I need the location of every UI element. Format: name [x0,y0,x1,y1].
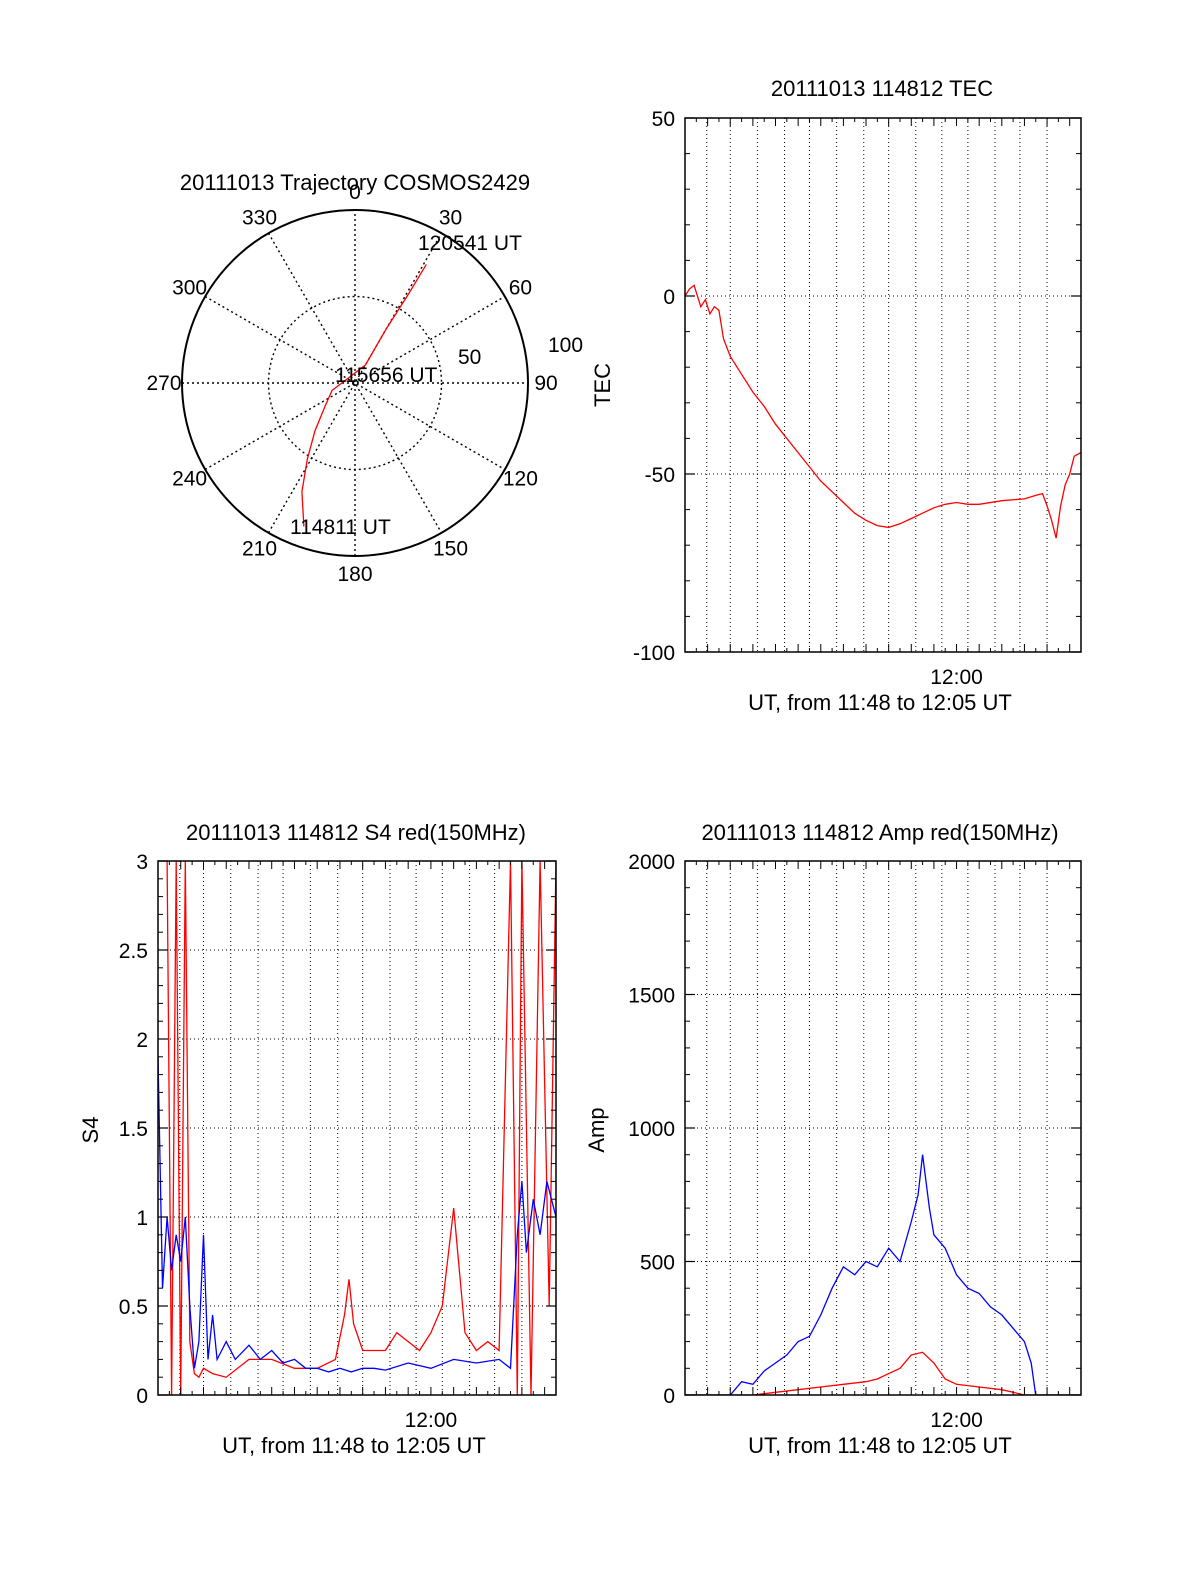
s4-ytick-label: 1 [136,1207,148,1230]
amp-title: 20111013 114812 Amp red(150MHz) [701,820,1058,845]
amp-series-red [685,1351,1081,1395]
amp-ytick-label: 0 [663,1385,675,1408]
amp-xlabel: UT, from 11:48 to 12:05 UT [748,1433,1012,1458]
polar-azimuth-label: 210 [242,537,277,560]
s4-axes-frame [157,860,557,1396]
s4-ytick-label: 1.5 [119,1118,148,1141]
amp-panel: 20111013 114812 Amp red(150MHz) Amp UT, … [584,820,1082,1458]
polar-azimuth-label: 240 [172,468,207,491]
amp-xtick-label: 12:00 [930,1409,983,1432]
polar-azimuth-label: 270 [146,372,181,395]
trajectory-mid-label: 115656 UT [335,364,438,387]
tec-ylabel: TEC [590,363,615,407]
s4-ytick-label: 3 [136,851,148,874]
polar-azimuth-label: 150 [433,537,468,560]
trajectory-polar-plot: 20111013 Trajectory COSMOS2429 0 30 60 90 12… [146,170,583,586]
tec-panel: 20111013 114812 TEC TEC UT, from 11:48 t… [590,76,1082,715]
tec-title: 20111013 114812 TEC [771,76,993,101]
tec-ytick-label: 50 [652,108,675,131]
polar-azimuth-label: 300 [172,277,207,300]
tec-axes-frame [684,117,1082,653]
s4-ytick-label: 2 [136,1029,148,1052]
s4-ytick-label: 0 [136,1385,148,1408]
polar-azimuth-label: 330 [242,207,277,230]
s4-xlabel: UT, from 11:48 to 12:05 UT [222,1433,486,1458]
polar-azimuth-label: 120 [503,468,538,491]
s4-panel: 20111013 114812 S4 red(150MHz) S4 UT, fr… [78,820,557,1458]
tec-series-red [685,284,1081,539]
tec-ytick-label: -100 [633,642,675,665]
amp-ytick-label: 1500 [628,985,675,1008]
trajectory-end-label: 120541 UT [418,232,522,255]
tec-ytick-label: -50 [645,464,675,487]
amp-series-blue [685,1154,1081,1395]
polar-ring-label-100: 100 [548,334,583,357]
tec-xtick-label: 12:00 [930,666,983,689]
amp-ytick-label: 1000 [628,1118,675,1141]
tec-ytick-label: 0 [663,286,675,309]
polar-ring-label-50: 50 [458,346,481,369]
s4-ytick-label: 0.5 [119,1296,148,1319]
trajectory-start-label: 114811 UT [290,516,391,539]
polar-grid [181,209,529,557]
amp-ytick-label: 500 [640,1252,675,1275]
s4-ylabel: S4 [78,1117,103,1144]
polar-azimuth-label: 60 [509,277,532,300]
s4-ytick-label: 2.5 [119,940,148,963]
s4-series-red [166,861,556,1395]
polar-azimuth-label: 90 [534,372,557,395]
polar-title: 20111013 Trajectory COSMOS2429 [180,170,530,195]
amp-ylabel: Amp [584,1107,609,1152]
s4-series-blue [158,1056,556,1373]
tec-xlabel: UT, from 11:48 to 12:05 UT [748,690,1012,715]
polar-azimuth-label: 180 [337,563,372,586]
trajectory-line [301,264,427,527]
s4-xtick-label: 12:00 [405,1409,458,1432]
polar-azimuth-label: 30 [439,207,462,230]
polar-azimuth-label: 0 [349,181,361,204]
polar-azimuth-labels: 0 30 60 90 120 150 180 210 240 270 300 330 [146,181,557,586]
s4-title: 20111013 114812 S4 red(150MHz) [186,820,526,845]
amp-ytick-label: 2000 [628,851,675,874]
